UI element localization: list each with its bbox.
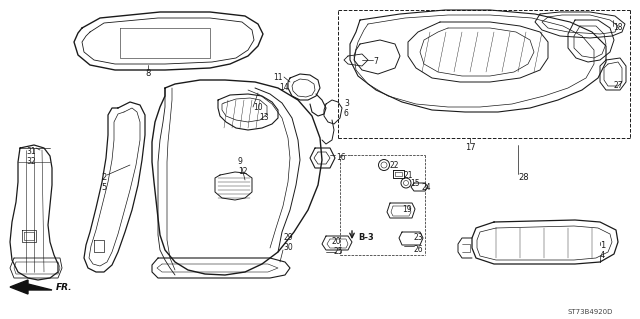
Text: 18: 18 [613,24,623,33]
Text: 1: 1 [600,241,605,249]
Text: FR.: FR. [56,283,72,292]
Text: 27: 27 [614,80,623,90]
Text: 20: 20 [331,238,341,247]
Text: 6: 6 [344,108,349,117]
Text: 23: 23 [414,234,424,242]
Text: ST73B4920D: ST73B4920D [568,309,613,315]
Polygon shape [10,280,52,294]
Text: 30: 30 [283,243,292,253]
Text: 16: 16 [336,153,346,162]
Text: 4: 4 [600,251,605,261]
Text: 25: 25 [333,248,343,256]
Text: 5: 5 [102,183,107,192]
Text: 32: 32 [26,158,36,167]
Text: 15: 15 [410,179,420,188]
Text: 22: 22 [390,160,399,169]
Text: 14: 14 [280,84,289,93]
Text: 26: 26 [414,246,424,255]
Text: 10: 10 [253,102,262,112]
Text: 28: 28 [518,174,529,182]
Text: 21: 21 [403,170,413,180]
Text: 13: 13 [259,113,269,122]
Text: 9: 9 [237,158,242,167]
Text: 31: 31 [26,147,36,157]
Text: 17: 17 [465,144,476,152]
Text: 3: 3 [344,99,349,108]
Text: 11: 11 [273,72,283,81]
Text: 24: 24 [422,182,431,191]
Text: 8: 8 [145,70,150,78]
Text: 7: 7 [373,57,378,66]
Text: 12: 12 [239,167,248,176]
Text: 2: 2 [102,174,107,182]
Text: 19: 19 [402,205,412,214]
Text: B-3: B-3 [358,234,374,242]
Text: 29: 29 [283,233,292,241]
